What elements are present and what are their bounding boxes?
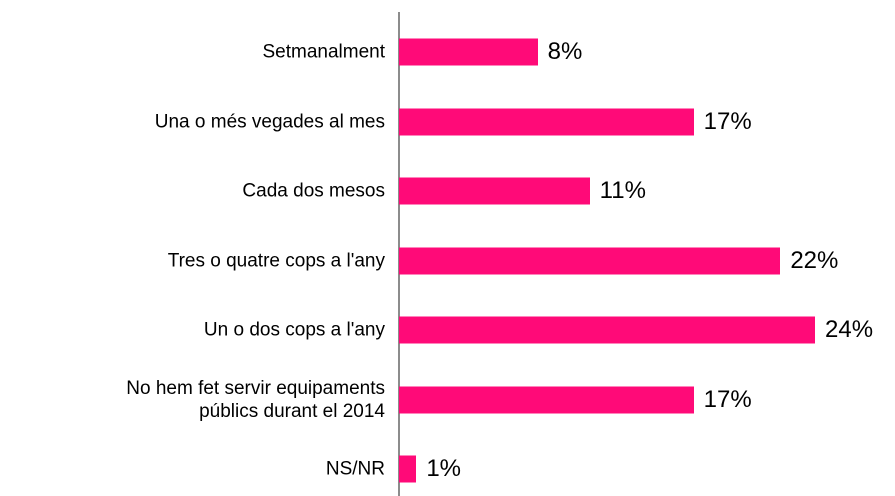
bar (399, 38, 538, 66)
value-label: 22% (790, 246, 839, 274)
value-label: 24% (825, 316, 874, 343)
category-label: Setmanalment (262, 41, 385, 63)
value-label: 17% (703, 385, 752, 413)
axis-line (398, 12, 400, 496)
value-label: 11% (599, 177, 646, 204)
value-label: 1% (426, 455, 462, 482)
category-label: Un o dos cops a l'any (203, 319, 385, 341)
value-label: 17% (703, 107, 752, 135)
bar (399, 316, 815, 344)
category-label: NS/NR (325, 458, 385, 480)
bar (399, 108, 694, 135)
category-label: Cada dos mesos (242, 180, 385, 202)
bar (399, 455, 417, 483)
bar (399, 177, 590, 205)
value-label: 8% (547, 38, 583, 65)
bar (399, 247, 781, 274)
bar (399, 386, 694, 413)
category-label: Tres o quatre cops a l'any (167, 250, 385, 271)
category-label: No hem fet servir equipaments públics du… (126, 377, 385, 422)
category-label: Una o més vegades al mes (154, 111, 385, 132)
